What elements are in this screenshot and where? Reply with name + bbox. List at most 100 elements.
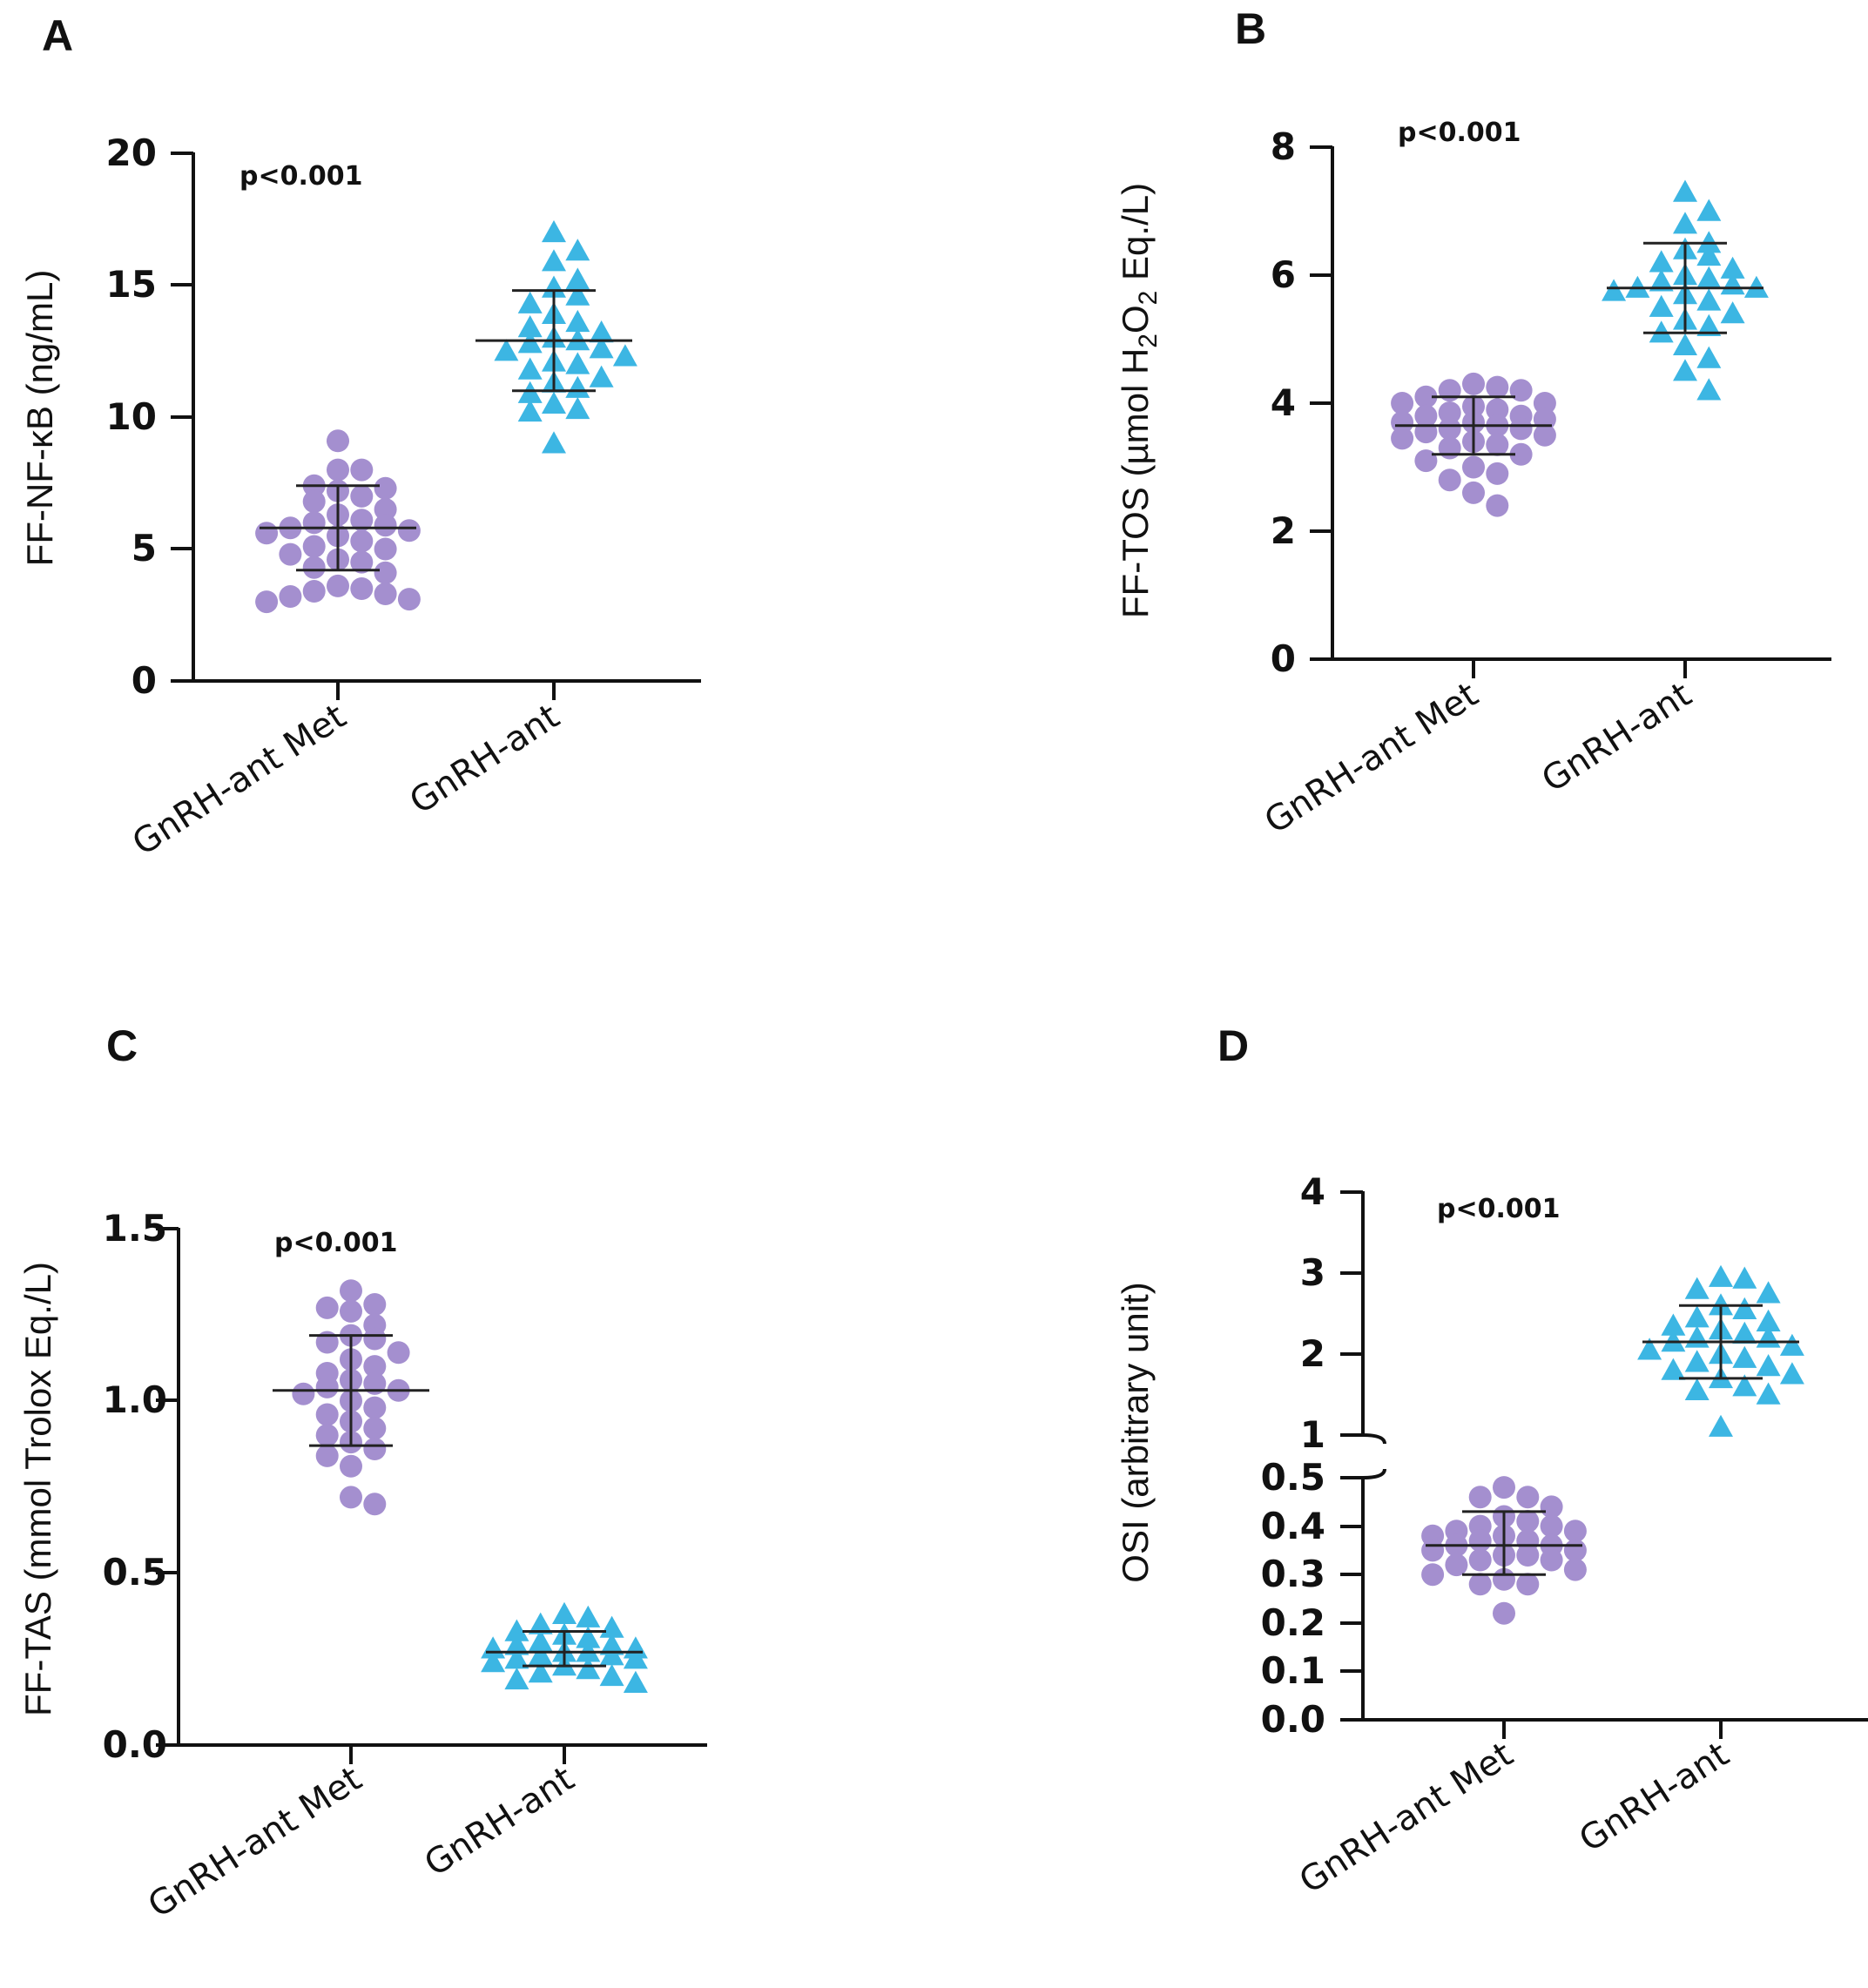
panel-d-data-point bbox=[1779, 1362, 1804, 1385]
panel-c-data-point bbox=[363, 1293, 387, 1316]
panel-d-data-point bbox=[1468, 1573, 1492, 1596]
panel-d-data-point bbox=[1732, 1297, 1757, 1319]
panel-d-category-label: GnRH-ant bbox=[1573, 1735, 1736, 1860]
panel-d-data-point bbox=[1516, 1573, 1540, 1596]
panel-a-data-point bbox=[327, 574, 349, 597]
panel-d-y-tick-label: 0.4 bbox=[1261, 1505, 1325, 1547]
panel-b-data-point bbox=[1720, 301, 1745, 324]
panel-b-data-point bbox=[1602, 279, 1627, 301]
panel-c-data-point bbox=[363, 1396, 387, 1419]
panel-a-category-label: GnRH-ant bbox=[403, 697, 567, 822]
panel-b-y-title-part: FF-TOS (µmol H bbox=[1115, 348, 1156, 618]
panel-a-data-point bbox=[565, 352, 590, 374]
panel-c-data-point bbox=[340, 1279, 362, 1303]
panel-d-axis-break-mark bbox=[1362, 1433, 1386, 1445]
panel-a-data-point bbox=[589, 336, 614, 359]
panel-d-y-tick-label: 0.1 bbox=[1261, 1649, 1325, 1692]
panel-c-data-point bbox=[363, 1493, 387, 1516]
panel-b-data-point bbox=[1438, 417, 1461, 441]
panel-a-data-point bbox=[255, 522, 279, 545]
panel-b-y-tick-label: 8 bbox=[1271, 125, 1296, 168]
panel-d-plot-area bbox=[1421, 1264, 1804, 1625]
panel-b-data-point bbox=[1696, 288, 1722, 311]
panel-d-data-point bbox=[1684, 1305, 1710, 1328]
panel-d-data-point bbox=[1661, 1358, 1686, 1380]
panel-d-y-tick-label: 1 bbox=[1300, 1413, 1325, 1456]
panel-b-data-point bbox=[1509, 442, 1533, 466]
panel-b-y-ticks bbox=[1310, 145, 1332, 661]
panel-a-y-tick-label: 20 bbox=[106, 131, 157, 174]
panel-b-data-point bbox=[1486, 462, 1509, 485]
panel-d-y-ticks bbox=[1340, 1190, 1363, 1722]
panel-a-data-point bbox=[542, 391, 566, 414]
panel-d-data-point bbox=[1421, 1563, 1445, 1587]
panel-a-data-point bbox=[589, 365, 614, 387]
panel-c-data-point bbox=[315, 1296, 339, 1319]
panel-d-data-point bbox=[1445, 1553, 1468, 1577]
panel-c-data-point bbox=[599, 1643, 624, 1666]
panel-c-y-tick-label: 1.0 bbox=[103, 1378, 167, 1421]
panel-a-data-point bbox=[302, 490, 326, 513]
panel-a-data-point bbox=[374, 537, 397, 561]
panel-d-data-point bbox=[1684, 1277, 1710, 1299]
panel-c-p-value: p<0.001 bbox=[274, 1228, 398, 1258]
panel-c-data-point bbox=[576, 1657, 601, 1680]
panel-a-data-point bbox=[517, 291, 543, 313]
panel-b-data-point bbox=[1696, 266, 1722, 288]
panel-d-data-point bbox=[1468, 1529, 1492, 1553]
panel-c-data-point bbox=[363, 1327, 387, 1351]
panel-d-data-point bbox=[1709, 1264, 1733, 1287]
panel-b-data-point bbox=[1649, 294, 1674, 317]
panel-a-data-point bbox=[542, 431, 566, 454]
panel-a-data-point bbox=[302, 556, 326, 579]
panel-c-data-point bbox=[481, 1650, 506, 1673]
panel-b-category-label: GnRH-ant bbox=[1535, 675, 1699, 800]
panel-c-data-point bbox=[363, 1355, 387, 1378]
panel-b-data-point bbox=[1673, 333, 1697, 355]
panel-a-data-point bbox=[517, 399, 543, 422]
panel-b-data-point bbox=[1486, 375, 1509, 399]
panel-b-data-point bbox=[1438, 401, 1461, 424]
panel-b-data-point bbox=[1696, 313, 1722, 336]
panel-b-y-title-subscript: 2 bbox=[1134, 291, 1163, 306]
panel-c-category-label: GnRH-ant Met bbox=[141, 1759, 368, 1926]
panel-a-data-point bbox=[542, 249, 566, 272]
panel-a-data-point bbox=[350, 509, 374, 532]
panel-a-y-axis-title: FF-NF-κB (ng/mL) bbox=[19, 270, 60, 567]
panel-d-data-point bbox=[1709, 1414, 1733, 1437]
panel-b-y-title-subscript: 2 bbox=[1134, 334, 1163, 348]
panel-d-data-point bbox=[1732, 1345, 1757, 1368]
panel-b-data-point bbox=[1696, 243, 1722, 266]
panel-d-data-point bbox=[1661, 1313, 1686, 1336]
panel-b-data-point bbox=[1414, 385, 1438, 408]
panel-d-data-point bbox=[1684, 1378, 1710, 1400]
panel-a-data-point bbox=[494, 339, 519, 361]
panel-a-data-point bbox=[612, 344, 637, 367]
panel-b-data-point bbox=[1391, 427, 1414, 450]
panel-b-data-point bbox=[1391, 411, 1414, 435]
panel-d-data-point bbox=[1516, 1544, 1540, 1567]
panel-c-data-point bbox=[363, 1438, 387, 1460]
panel-c-data-point bbox=[387, 1341, 410, 1365]
panel-a-data-point bbox=[302, 580, 326, 603]
panel-b-data-point bbox=[1438, 379, 1461, 402]
panel-d-data-point bbox=[1732, 1321, 1757, 1344]
panel-d-data-point bbox=[1756, 1382, 1781, 1405]
panel-a-y-ticks bbox=[171, 152, 193, 683]
panel-b-p-value: p<0.001 bbox=[1398, 118, 1521, 148]
panel-c-y-tick-label: 0.0 bbox=[103, 1723, 167, 1766]
panel-a-data-point bbox=[565, 267, 590, 290]
panel-b-data-point bbox=[1486, 433, 1509, 456]
panel-c-data-point bbox=[363, 1417, 387, 1440]
panel-a-data-point bbox=[589, 320, 614, 343]
panel-d-data-point bbox=[1684, 1350, 1710, 1372]
panel-d-y-tick-label: 3 bbox=[1300, 1251, 1325, 1294]
panel-d-y-tick-label: 2 bbox=[1300, 1332, 1325, 1375]
panel-b-data-point bbox=[1696, 199, 1722, 221]
panel-b-data-point bbox=[1438, 436, 1461, 460]
panel-b-category-label: GnRH-ant Met bbox=[1258, 675, 1485, 842]
panel-a-data-point bbox=[255, 590, 279, 614]
panel-d-y-tick-label: 0.2 bbox=[1261, 1601, 1325, 1644]
panel-a-data-point bbox=[327, 429, 349, 453]
panel-b-data-point bbox=[1649, 269, 1674, 292]
